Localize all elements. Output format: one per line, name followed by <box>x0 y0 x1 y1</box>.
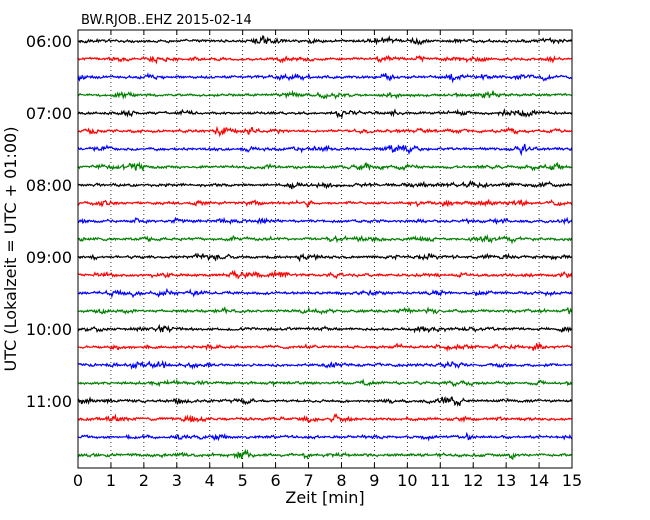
plot-frame <box>77 29 573 469</box>
trace-0830 <box>77 216 573 226</box>
trace-1045 <box>77 378 573 388</box>
x-tick-label: 0 <box>73 471 83 490</box>
trace-0915 <box>77 269 573 280</box>
y-tick-label: 11:00 <box>26 392 72 411</box>
trace-1145 <box>77 448 573 461</box>
y-tick-label: 09:00 <box>26 248 72 267</box>
trace-0615 <box>77 54 573 65</box>
x-tick-label: 2 <box>139 471 149 490</box>
y-tick-label: 08:00 <box>26 176 72 195</box>
trace-0900 <box>77 252 573 263</box>
axis-ticks <box>77 30 573 468</box>
y-tick-label: 10:00 <box>26 320 72 339</box>
x-tick-label: 8 <box>336 471 346 490</box>
trace-0930 <box>77 287 573 299</box>
y-tick-label: 07:00 <box>26 104 72 123</box>
trace-1130 <box>77 431 573 442</box>
trace-1000 <box>77 323 573 334</box>
trace-0715 <box>77 125 573 138</box>
y-tick-labels: 06:00 07:00 08:00 09:00 10:00 11:00 <box>26 32 72 411</box>
trace-0745 <box>77 161 573 172</box>
trace-0730 <box>77 143 573 157</box>
x-tick-label: 15 <box>562 471 582 490</box>
x-tick-labels: 0 1 2 3 4 5 6 7 8 9 10 11 12 13 14 15 <box>73 471 582 490</box>
trace-0600 <box>77 34 573 46</box>
x-tick-label: 1 <box>106 471 116 490</box>
trace-0630 <box>77 72 573 84</box>
trace-1100 <box>77 395 573 408</box>
x-tick-label: 4 <box>205 471 215 490</box>
x-tick-label: 13 <box>496 471 516 490</box>
x-tick-label: 7 <box>303 471 313 490</box>
y-tick-label: 06:00 <box>26 32 72 51</box>
x-tick-label: 9 <box>369 471 379 490</box>
trace-0815 <box>77 198 573 209</box>
trace-0945 <box>77 305 573 316</box>
x-tick-label: 10 <box>397 471 417 490</box>
x-tick-label: 3 <box>172 471 182 490</box>
trace-0845 <box>77 233 573 245</box>
trace-1030 <box>77 359 573 370</box>
x-tick-label: 5 <box>238 471 248 490</box>
trace-0800 <box>77 179 573 190</box>
x-tick-label: 14 <box>529 471 549 490</box>
chart-title: BW.RJOB..EHZ 2015-02-14 <box>81 13 252 28</box>
trace-1015 <box>77 342 573 353</box>
y-axis-title: UTC (Lokalzeit = UTC + 01:00) <box>1 127 20 372</box>
trace-1115 <box>77 413 573 424</box>
trace-0645 <box>77 89 573 100</box>
x-axis-title: Zeit [min] <box>285 488 364 507</box>
x-tick-label: 11 <box>430 471 450 490</box>
x-tick-label: 6 <box>271 471 281 490</box>
x-tick-label: 12 <box>463 471 483 490</box>
seismic-traces <box>77 34 573 461</box>
trace-0700 <box>77 107 573 119</box>
